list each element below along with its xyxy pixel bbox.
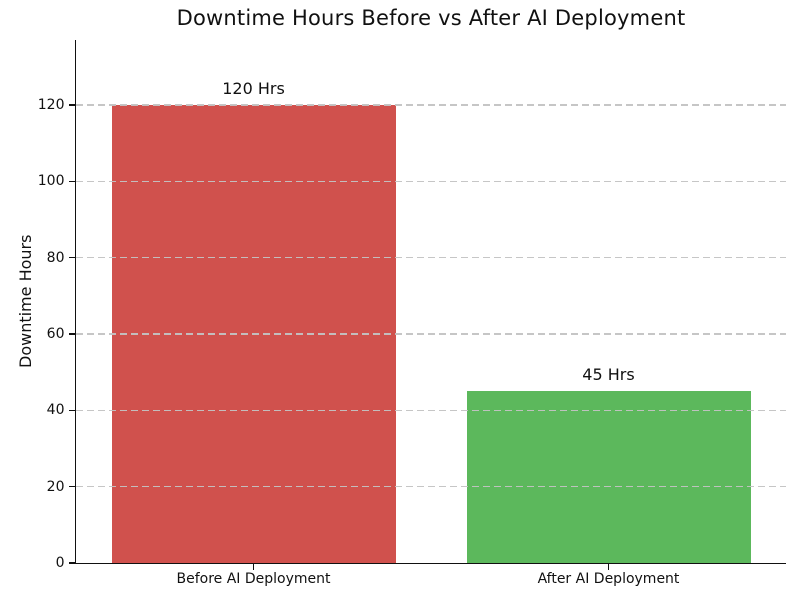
gridline-80 [76,256,786,259]
gridline-40 [76,409,786,411]
x-tick-label: Before AI Deployment [176,571,331,587]
x-axis-spine [74,562,786,565]
y-tick-mark [68,409,76,411]
chart-title: Downtime Hours Before vs After AI Deploy… [176,6,686,30]
plot-area [76,40,786,563]
y-tick-mark [68,333,76,335]
gridline-120 [76,104,786,106]
y-tick-label: 120 [37,96,65,113]
y-axis-spine [74,40,76,565]
y-tick-label: 60 [46,325,65,342]
y-tick-label: 40 [46,402,65,419]
gridline-20 [76,485,786,488]
y-tick-mark [68,562,76,564]
gridline-100 [76,180,786,182]
y-tick-label: 0 [55,555,65,571]
y-tick-label: 80 [46,249,65,266]
y-tick-label: 100 [37,173,65,190]
y-tick-mark [68,104,76,106]
x-tick-mark [607,563,610,571]
y-tick-label: 20 [46,478,65,495]
y-tick-mark [68,180,76,182]
gridline-60 [76,333,786,335]
x-tick-mark [252,563,255,571]
x-tick-label: After AI Deployment [537,571,680,587]
y-tick-mark [68,485,76,488]
bar-value-label: 120 Hrs [222,78,285,98]
bar-value-label: 45 Hrs [582,365,635,385]
bar-1 [466,391,751,563]
y-tick-mark [68,256,76,259]
